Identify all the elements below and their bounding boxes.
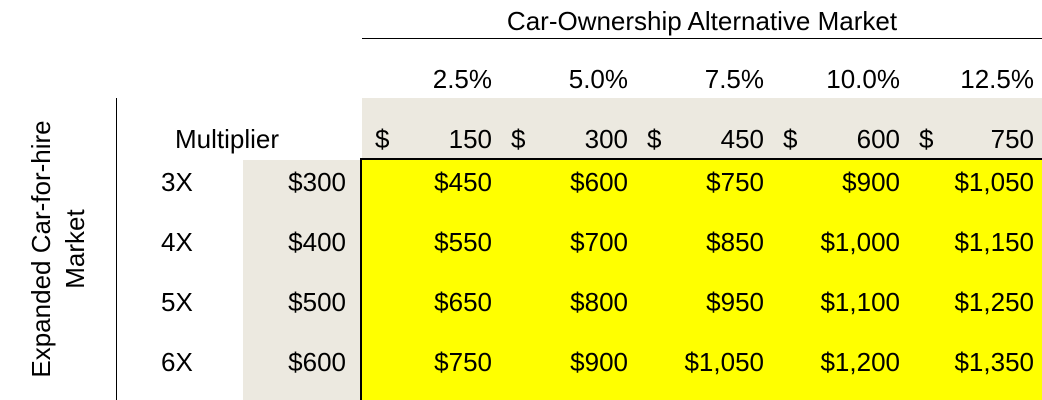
- column-dollar-sign-1: $: [375, 124, 390, 154]
- table-cell-r3-c5: $1,250: [954, 287, 1034, 317]
- column-value-4: 600: [856, 124, 900, 154]
- chart-title: Car-Ownership Alternative Market: [506, 6, 898, 36]
- row-value-1: $300: [288, 167, 346, 197]
- column-percent-5: 12.5%: [960, 64, 1034, 94]
- table-cell-r1-c2: $600: [570, 167, 628, 197]
- multiplier-label: Multiplier: [175, 124, 280, 154]
- row-value-4: $600: [288, 347, 346, 377]
- row-axis-label-line2: Market: [60, 209, 90, 289]
- table-body: [362, 160, 1042, 400]
- column-header-band: [362, 98, 1042, 158]
- table-cell-r2-c2: $700: [570, 227, 628, 257]
- table-cell-r1-c3: $750: [706, 167, 764, 197]
- table-cell-r3-c3: $950: [706, 287, 764, 317]
- row-multiplier-1: 3X: [161, 167, 193, 197]
- table-cell-r2-c3: $850: [706, 227, 764, 257]
- column-value-3: 450: [720, 124, 764, 154]
- column-percent-4: 10.0%: [826, 64, 900, 94]
- row-value-3: $500: [288, 287, 346, 317]
- table-cell-r3-c2: $800: [570, 287, 628, 317]
- table-cell-r4-c4: $1,200: [820, 347, 900, 377]
- table-cell-r4-c2: $900: [570, 347, 628, 377]
- table-cell-r2-c5: $1,150: [954, 227, 1034, 257]
- table-cell-r2-c4: $1,000: [820, 227, 900, 257]
- column-dollar-sign-4: $: [783, 124, 798, 154]
- column-value-1: 150: [448, 124, 492, 154]
- table-cell-r3-c4: $1,100: [820, 287, 900, 317]
- body-top-border: [360, 158, 1042, 160]
- column-percent-2: 5.0%: [568, 64, 628, 94]
- column-dollar-sign-3: $: [647, 124, 662, 154]
- column-dollar-sign-5: $: [919, 124, 934, 154]
- column-value-2: 300: [584, 124, 628, 154]
- row-multiplier-2: 4X: [161, 227, 193, 257]
- row-axis-label-line1: Expanded Car-for-hire: [26, 120, 56, 378]
- table-cell-r2-c1: $550: [434, 227, 492, 257]
- column-dollar-sign-2: $: [511, 124, 526, 154]
- column-percent-1: 2.5%: [432, 64, 492, 94]
- title-underline: [362, 38, 1042, 39]
- row-multiplier-3: 5X: [161, 287, 193, 317]
- table-cell-r1-c1: $450: [434, 167, 492, 197]
- row-axis-divider: [116, 98, 117, 400]
- row-multiplier-4: 6X: [161, 347, 193, 377]
- table-cell-r1-c4: $900: [842, 167, 900, 197]
- column-value-5: 750: [990, 124, 1034, 154]
- table-cell-r4-c5: $1,350: [954, 347, 1034, 377]
- table-cell-r4-c3: $1,050: [684, 347, 764, 377]
- row-value-2: $400: [288, 227, 346, 257]
- table-cell-r4-c1: $750: [434, 347, 492, 377]
- row-header-band: [243, 160, 360, 400]
- table-cell-r3-c1: $650: [434, 287, 492, 317]
- column-percent-3: 7.5%: [704, 64, 764, 94]
- table-cell-r1-c5: $1,050: [954, 167, 1034, 197]
- body-left-border: [360, 158, 362, 400]
